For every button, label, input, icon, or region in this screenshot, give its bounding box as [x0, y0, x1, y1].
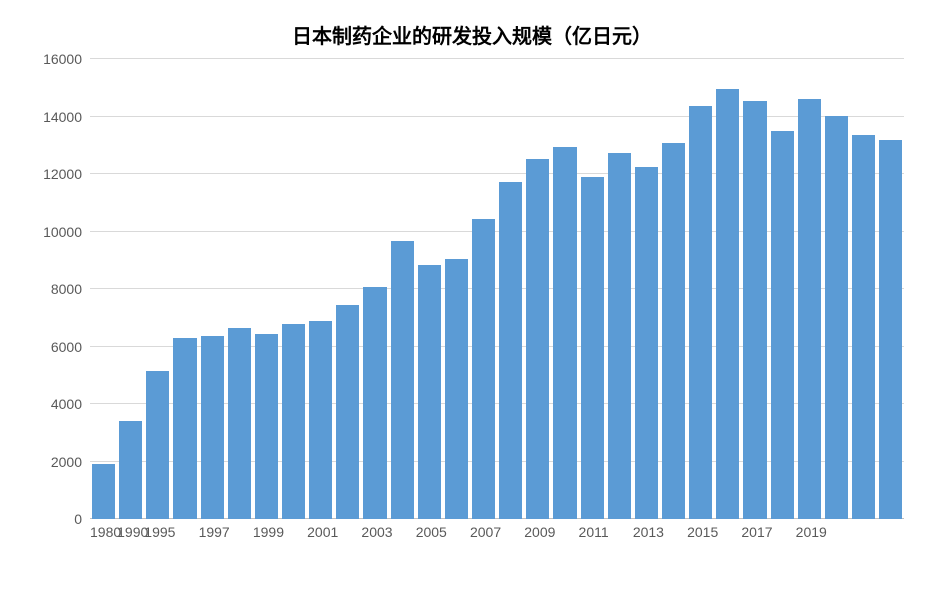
x-tick-label — [714, 524, 741, 554]
bar — [418, 265, 441, 519]
bar — [255, 334, 278, 519]
x-tick-label: 1990 — [117, 524, 144, 554]
x-tick-label — [823, 524, 850, 554]
bar — [825, 116, 848, 519]
x-tick-label: 2009 — [524, 524, 551, 554]
bars-group — [90, 59, 904, 519]
x-tick-label: 1999 — [253, 524, 280, 554]
bar — [608, 153, 631, 519]
x-tick-label — [606, 524, 633, 554]
x-tick-label — [389, 524, 416, 554]
bar — [119, 421, 142, 519]
bar — [92, 464, 115, 519]
bar — [879, 140, 902, 519]
x-tick-label — [226, 524, 253, 554]
x-tick-label — [334, 524, 361, 554]
y-tick-label: 4000 — [51, 396, 82, 412]
y-tick-label: 0 — [74, 511, 82, 527]
bar — [499, 182, 522, 519]
bar — [146, 371, 169, 519]
chart-title: 日本制药企业的研发投入规模（亿日元） — [30, 20, 914, 49]
plot-area: 0200040006000800010000120001400016000 19… — [30, 59, 914, 559]
y-axis: 0200040006000800010000120001400016000 — [30, 59, 90, 519]
bar — [173, 338, 196, 519]
bar — [662, 143, 685, 519]
y-tick-label: 12000 — [43, 166, 82, 182]
bar — [363, 287, 386, 519]
bar — [526, 159, 549, 519]
bar — [445, 259, 468, 519]
x-tick-label — [497, 524, 524, 554]
x-tick-label: 2001 — [307, 524, 334, 554]
bar — [309, 321, 332, 519]
bar — [282, 324, 305, 520]
bar — [201, 336, 224, 519]
bar — [581, 177, 604, 519]
bar — [852, 135, 875, 519]
chart-container: 日本制药企业的研发投入规模（亿日元） 0 2000 4000 6000 8000 1000… — [0, 0, 944, 596]
x-tick-label: 2011 — [579, 524, 606, 554]
bar — [689, 106, 712, 519]
y-tick-label: 6000 — [51, 339, 82, 355]
x-tick-label — [443, 524, 470, 554]
x-tick-label — [660, 524, 687, 554]
x-tick-label: 2003 — [361, 524, 388, 554]
bar — [472, 219, 495, 519]
x-tick-label — [877, 524, 904, 554]
bar — [798, 99, 821, 519]
bar — [716, 89, 739, 519]
bar — [391, 241, 414, 519]
x-tick-label: 1980 — [90, 524, 117, 554]
x-tick-label: 1997 — [199, 524, 226, 554]
bar — [553, 147, 576, 519]
bar — [228, 328, 251, 519]
bar — [771, 131, 794, 519]
x-tick-label: 2015 — [687, 524, 714, 554]
x-tick-label: 2017 — [741, 524, 768, 554]
x-tick-label: 2019 — [796, 524, 823, 554]
x-tick-label: 2005 — [416, 524, 443, 554]
y-tick-label: 10000 — [43, 224, 82, 240]
bar — [336, 305, 359, 519]
x-tick-label: 1995 — [144, 524, 171, 554]
x-tick-label: 2013 — [633, 524, 660, 554]
x-tick-label — [171, 524, 198, 554]
x-tick-label — [551, 524, 578, 554]
y-tick-label: 14000 — [43, 109, 82, 125]
x-tick-label — [769, 524, 796, 554]
y-tick-label: 16000 — [43, 51, 82, 67]
y-tick-label: 2000 — [51, 454, 82, 470]
bar — [635, 167, 658, 519]
bar — [743, 101, 766, 519]
x-tick-label — [280, 524, 307, 554]
x-tick-label: 2007 — [470, 524, 497, 554]
y-tick-label: 8000 — [51, 281, 82, 297]
x-axis: 198019901995 1997 1999 2001 2003 2005 2007 2009… — [90, 524, 904, 554]
x-tick-label — [850, 524, 877, 554]
